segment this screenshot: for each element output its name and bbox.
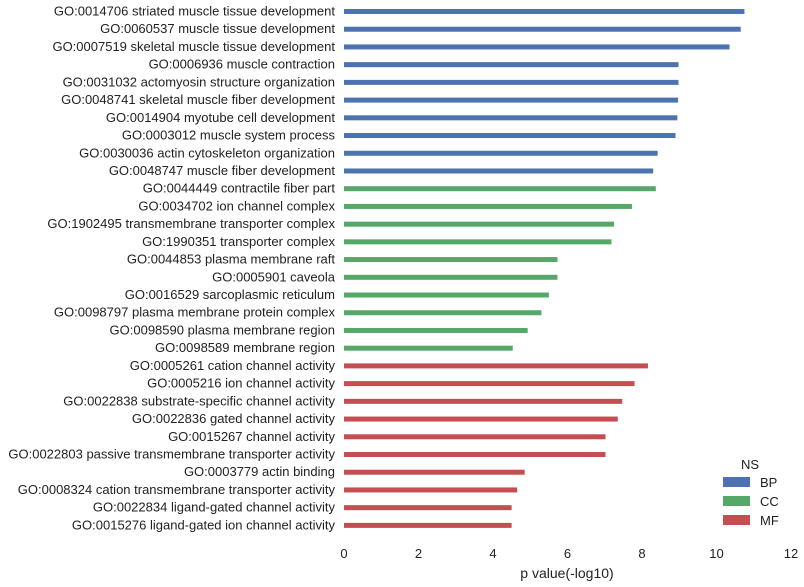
category-label: GO:0048741 skeletal muscle fiber develop… — [61, 92, 335, 107]
category-label: GO:1902495 transmembrane transporter com… — [47, 216, 335, 231]
bar-bp — [344, 115, 678, 121]
bar-cc — [344, 186, 656, 192]
category-label: GO:0015276 ligand-gated ion channel acti… — [72, 517, 336, 532]
bar-cc — [344, 257, 558, 263]
bar-mf — [344, 398, 623, 404]
bar-mf — [344, 381, 635, 387]
bar-bp — [344, 44, 730, 50]
category-label: GO:0030036 actin cytoskeleton organizati… — [79, 145, 335, 160]
legend-entries: BP CC MF — [723, 475, 779, 528]
bar-mf — [344, 434, 606, 440]
bar-mf — [344, 522, 512, 528]
category-label: GO:0098797 plasma membrane protein compl… — [54, 305, 336, 320]
bar-cc — [344, 203, 632, 209]
bar-bp — [344, 79, 679, 85]
x-tick-label: 0 — [340, 546, 347, 561]
category-label: GO:0022803 passive transmembrane transpo… — [8, 447, 335, 462]
category-label: GO:0003012 muscle system process — [122, 128, 336, 143]
legend-title: NS — [741, 457, 759, 472]
bar-bp — [344, 62, 679, 68]
category-label: GO:0016529 sarcoplasmic reticulum — [125, 287, 335, 302]
category-label: GO:0022836 gated channel activity — [132, 411, 336, 426]
category-label: GO:0007519 skeletal muscle tissue develo… — [52, 39, 335, 54]
bar-cc — [344, 221, 615, 227]
category-label: GO:1990351 transporter complex — [142, 234, 335, 249]
category-label: GO:0098589 membrane region — [155, 340, 335, 355]
category-label: GO:0044449 contractile fiber part — [143, 181, 336, 196]
category-label: GO:0005216 ion channel activity — [147, 376, 335, 391]
category-label: GO:0034702 ion channel complex — [138, 198, 335, 213]
legend-swatch-bp — [723, 477, 750, 487]
bar-bp — [344, 150, 658, 156]
bar-cc — [344, 310, 542, 316]
bar-cc — [344, 292, 549, 298]
bar-mf — [344, 469, 525, 475]
legend-label-cc: CC — [760, 494, 779, 509]
bar-bp — [344, 133, 676, 139]
category-label: GO:0014904 myotube cell development — [106, 110, 335, 125]
legend-swatch-mf — [723, 515, 750, 525]
bar-cc — [344, 239, 612, 245]
legend-label-bp: BP — [760, 475, 777, 490]
x-tick-label: 8 — [638, 546, 645, 561]
category-label: GO:0031032 actomyosin structure organiza… — [63, 74, 335, 89]
category-labels: GO:0014706 striated muscle tissue develo… — [8, 4, 335, 533]
bars-layer — [344, 9, 745, 528]
bar-mf — [344, 505, 512, 511]
bar-bp — [344, 97, 679, 103]
category-label: GO:0048747 muscle fiber development — [109, 163, 336, 178]
category-label: GO:0005261 cation channel activity — [130, 358, 336, 373]
bar-cc — [344, 274, 558, 280]
category-label: GO:0005901 caveola — [212, 269, 336, 284]
legend: NS BP CC MF — [723, 457, 779, 528]
category-label: GO:0006936 muscle contraction — [149, 57, 335, 72]
x-tick-label: 4 — [489, 546, 496, 561]
legend-swatch-cc — [723, 496, 750, 506]
bar-mf — [344, 416, 618, 422]
bar-mf — [344, 363, 648, 369]
category-label: GO:0015267 channel activity — [168, 429, 335, 444]
bar-mf — [344, 452, 606, 457]
bar-mf — [344, 487, 518, 493]
bar-cc — [344, 327, 528, 333]
x-tick-label: 2 — [415, 546, 422, 561]
x-tick-label: 6 — [564, 546, 571, 561]
bar-bp — [344, 9, 745, 14]
bar-bp — [344, 26, 741, 32]
category-label: GO:0022834 ligand-gated channel activity — [93, 500, 336, 515]
x-axis-ticks: 0 2 4 6 8 10 12 — [340, 546, 798, 561]
category-label: GO:0022838 substrate-specific channel ac… — [63, 393, 335, 408]
category-label: GO:0044853 plasma membrane raft — [127, 252, 335, 267]
x-tick-label: 10 — [709, 546, 723, 561]
category-label: GO:0060537 muscle tissue development — [100, 21, 335, 36]
bar-bp — [344, 168, 654, 174]
category-label: GO:0008324 cation transmembrane transpor… — [18, 482, 336, 497]
x-axis-label: p value(-log10) — [520, 565, 613, 581]
category-label: GO:0003779 actin binding — [184, 464, 335, 479]
bar-cc — [344, 345, 513, 351]
x-tick-label: 12 — [784, 546, 798, 561]
category-label: GO:0014706 striated muscle tissue develo… — [54, 4, 335, 19]
category-label: GO:0098590 plasma membrane region — [110, 322, 335, 337]
legend-label-mf: MF — [760, 513, 779, 528]
